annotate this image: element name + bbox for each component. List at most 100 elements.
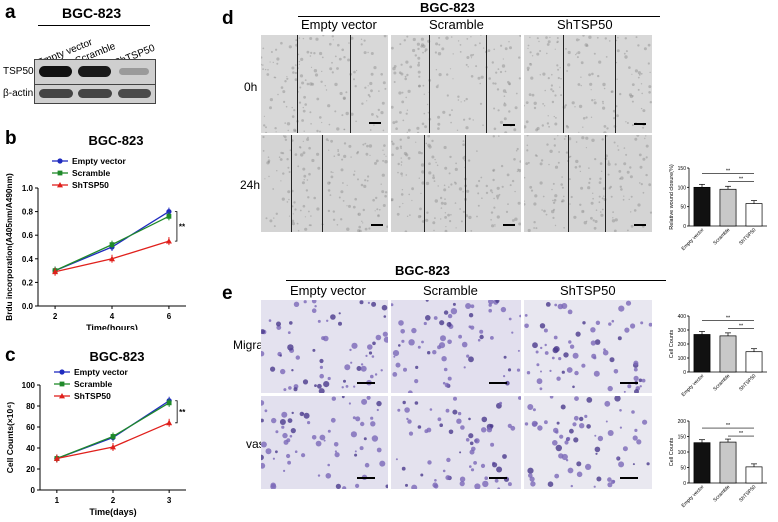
cell-speckle (294, 78, 298, 81)
cell-speckle (545, 213, 548, 216)
cell-speckle (560, 183, 563, 186)
cell-speckle (322, 35, 325, 37)
cell-speckle (391, 153, 394, 157)
cell-speckle (416, 42, 420, 46)
cell-speckle (475, 184, 479, 188)
cell-speckle (369, 154, 371, 156)
cell-speckle (644, 137, 646, 140)
stained-cell (452, 409, 458, 415)
stained-cell (445, 475, 451, 481)
stained-cell (552, 347, 559, 354)
stained-cell (638, 378, 643, 383)
cell-speckle (554, 48, 556, 50)
stained-cell (465, 303, 472, 309)
cell-speckle (303, 95, 306, 99)
cell-speckle (356, 69, 358, 72)
stained-cell (584, 414, 588, 418)
stained-cell (370, 374, 374, 379)
cell-speckle (411, 187, 414, 191)
cell-speckle (370, 89, 373, 93)
significance-marker: ** (726, 315, 731, 321)
stained-cell (363, 437, 367, 441)
cell-speckle (360, 183, 364, 187)
stained-cell (349, 348, 352, 352)
cell-speckle (557, 135, 559, 137)
cell-speckle (513, 128, 517, 132)
stained-cell (547, 481, 554, 487)
cell-speckle (417, 56, 421, 60)
micrograph-texture (524, 300, 652, 393)
cell-speckle (608, 187, 611, 190)
stained-cell (532, 342, 538, 349)
stained-cell (268, 319, 272, 322)
cell-speckle (592, 197, 594, 200)
micrograph-texture (262, 135, 388, 232)
cell-speckle (590, 201, 594, 205)
cell-speckle (443, 184, 446, 187)
legend-marker (57, 158, 63, 164)
stained-cell (405, 483, 408, 487)
cell-speckle (631, 100, 634, 103)
cell-speckle (459, 208, 461, 210)
cell-speckle (306, 179, 309, 181)
cell-speckle (284, 80, 287, 83)
cell-speckle (343, 154, 347, 158)
cell-speckle (619, 185, 622, 188)
stained-cell (433, 316, 438, 320)
cell-speckle (353, 78, 355, 81)
cell-speckle (546, 143, 549, 146)
cell-speckle (406, 73, 409, 77)
cell-speckle (519, 160, 521, 163)
stained-cell (287, 344, 294, 351)
stained-cell (270, 366, 276, 372)
cell-speckle (629, 94, 633, 99)
cell-speckle (575, 159, 579, 164)
cell-speckle (345, 111, 349, 116)
cell-speckle (319, 116, 322, 119)
cell-speckle (355, 120, 357, 123)
stained-cell (417, 425, 422, 429)
stained-cell (511, 331, 514, 334)
cell-speckle (637, 71, 641, 75)
stained-cell (452, 302, 456, 306)
stained-cell (437, 417, 442, 422)
cell-speckle (280, 180, 282, 182)
cell-speckle (617, 145, 619, 147)
cell-speckle (465, 126, 469, 130)
cell-speckle (497, 68, 500, 70)
cell-speckle (616, 114, 619, 118)
cell-speckle (302, 140, 304, 142)
cell-speckle (619, 177, 622, 180)
scale-bar (489, 477, 507, 479)
wound-edge-line (291, 135, 292, 232)
cell-speckle (400, 172, 403, 175)
bar (693, 186, 711, 227)
cell-speckle (411, 199, 413, 202)
stained-cell (429, 408, 433, 411)
cell-speckle (343, 128, 345, 131)
stained-cell (489, 424, 494, 428)
cell-speckle (337, 150, 339, 152)
stained-cell (586, 424, 591, 429)
cell-speckle (535, 128, 539, 132)
significance-marker: ** (739, 431, 744, 437)
cell-speckle (419, 215, 422, 218)
stained-cell (351, 342, 358, 349)
stained-cell (593, 370, 600, 377)
cell-speckle (576, 56, 579, 59)
stained-cell (460, 425, 465, 430)
cell-speckle (299, 86, 302, 89)
cell-speckle (402, 119, 405, 122)
cell-speckle (525, 101, 529, 104)
wound-image-empty-vector-0h (261, 35, 388, 133)
cell-speckle (406, 131, 408, 133)
cell-speckle (514, 217, 518, 221)
cell-speckle (434, 199, 438, 203)
stained-cell (630, 323, 636, 329)
cell-speckle (391, 105, 394, 109)
stained-cell (261, 441, 267, 448)
cell-speckle (529, 62, 531, 65)
cell-speckle (450, 121, 452, 124)
y-tick-label: 200 (678, 342, 687, 348)
stained-cell (294, 450, 298, 453)
